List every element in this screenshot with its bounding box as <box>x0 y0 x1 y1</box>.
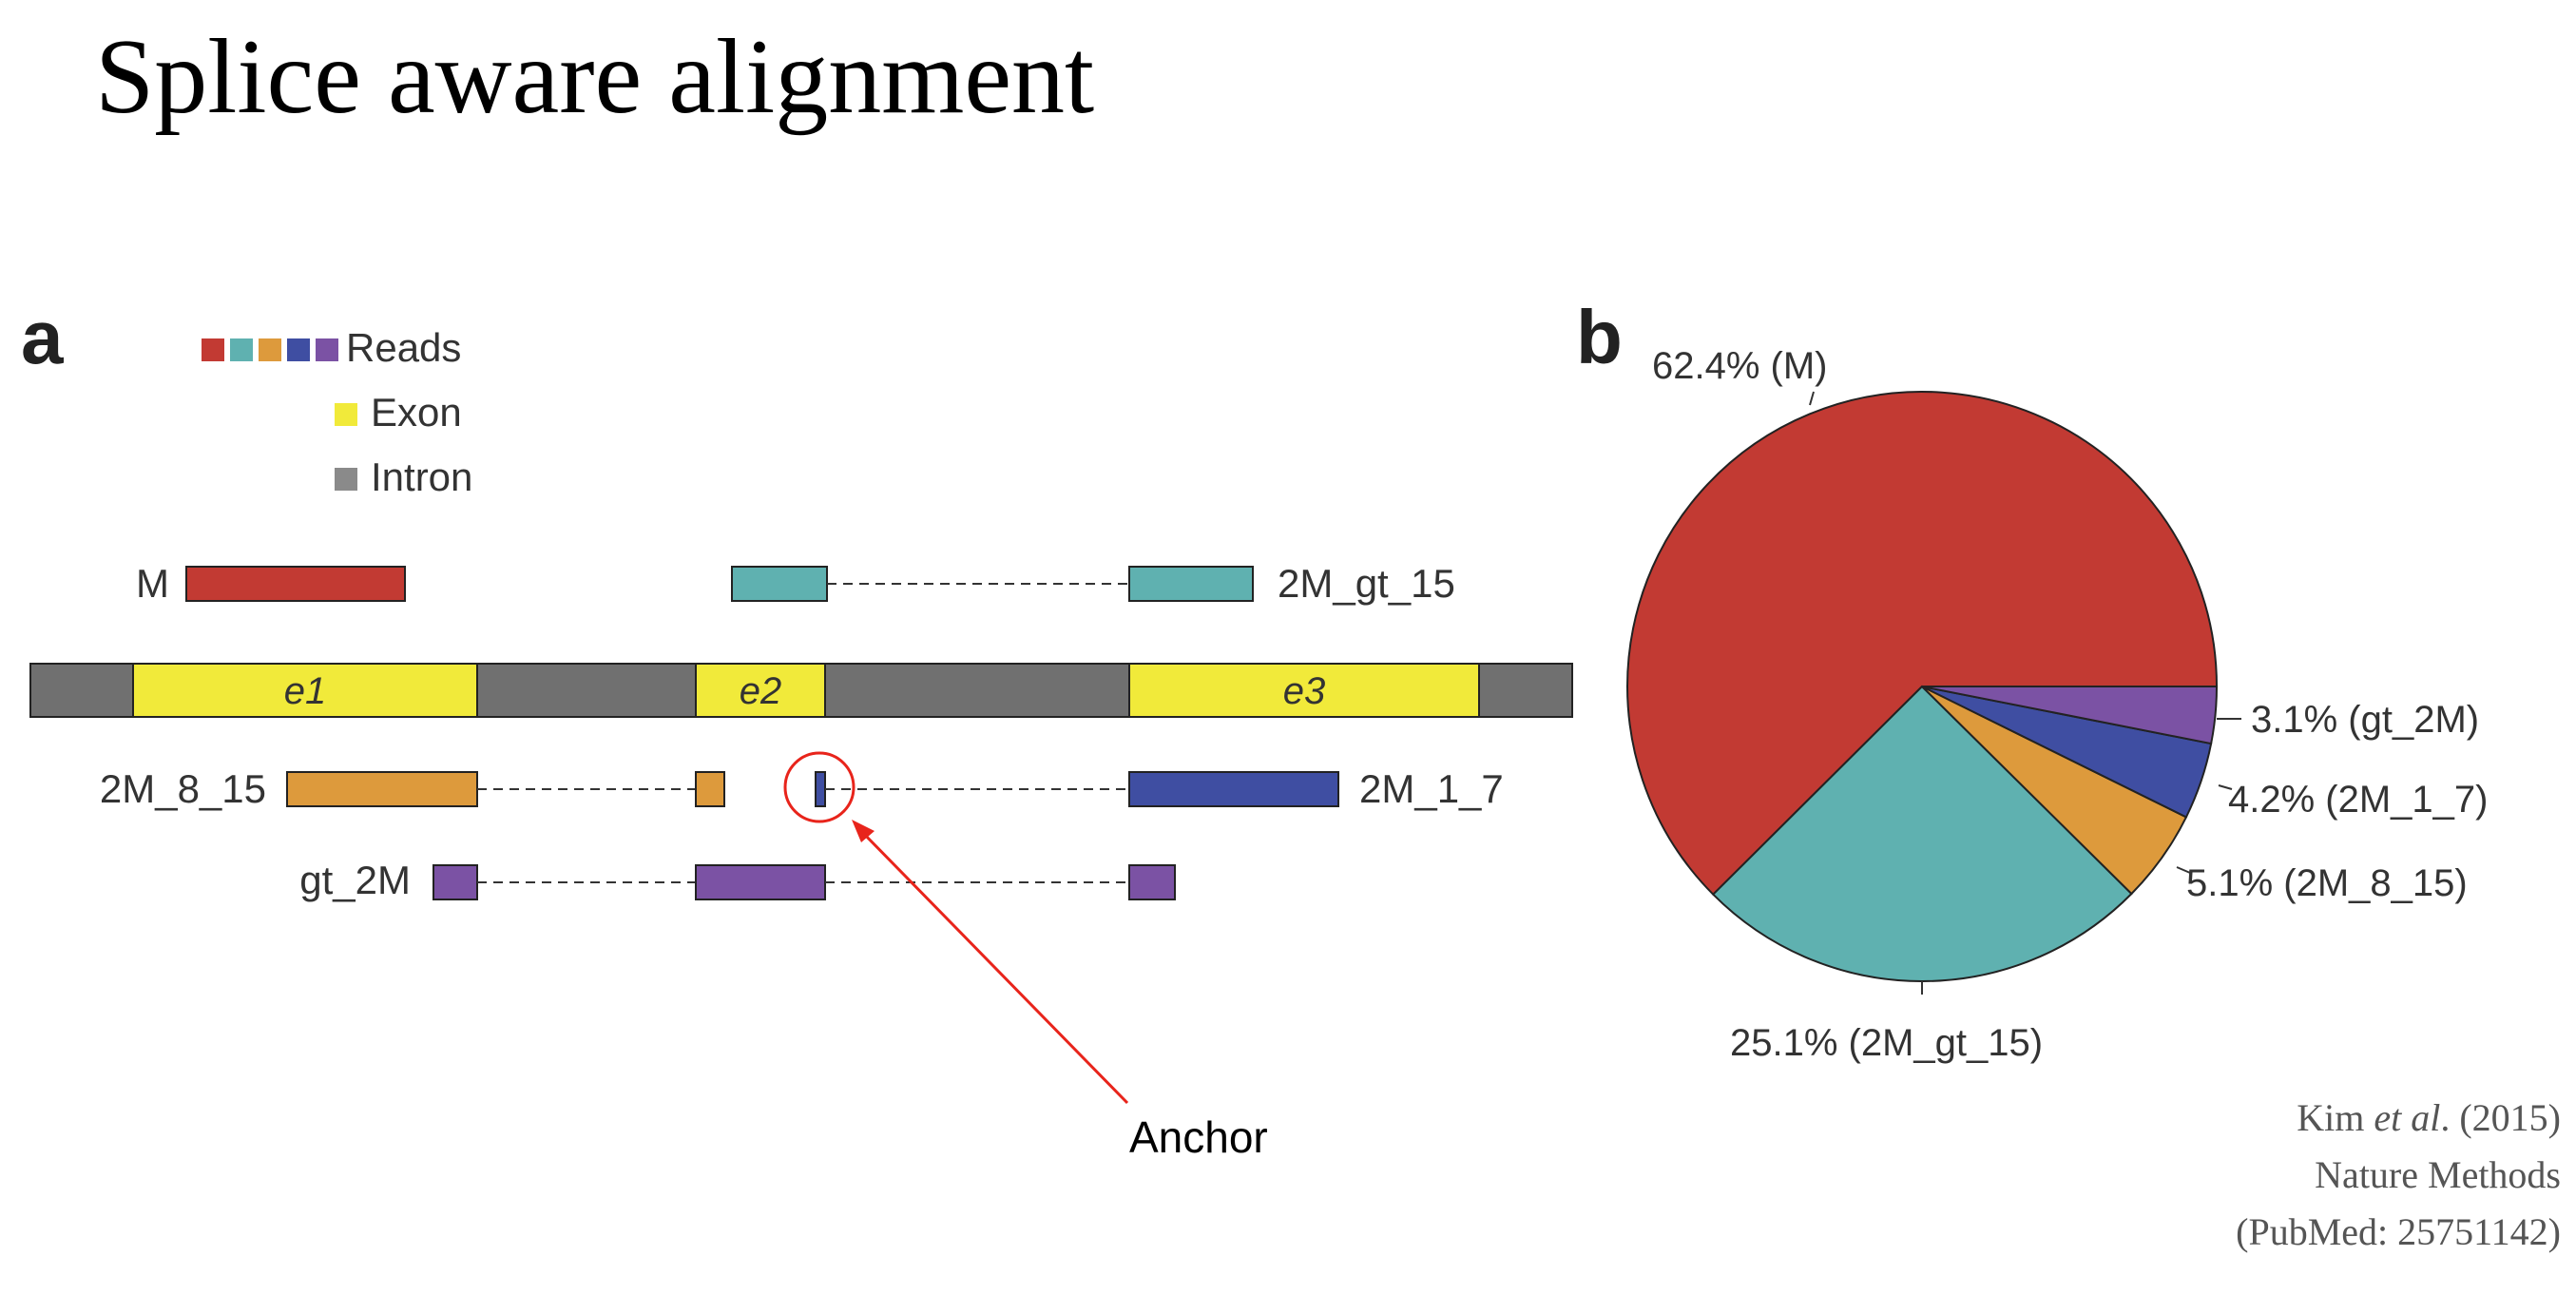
pie-label-gt-2m: 3.1% (gt_2M) <box>2251 699 2479 741</box>
slide-title: Splice aware alignment <box>95 18 1095 136</box>
anchor-circle <box>783 751 855 823</box>
legend: Reads Exon Intron <box>202 325 472 499</box>
pie-slice-gt-2m <box>1921 686 2219 745</box>
exon-e3-label: e3 <box>1283 670 1326 712</box>
legend-swatch-intron <box>335 468 357 491</box>
legend-reads-label: Reads <box>346 325 461 370</box>
anchor-annotation: Anchor <box>783 751 1268 1162</box>
exon-e2-label: e2 <box>740 670 782 712</box>
read-gt15-segment-1 <box>731 566 828 602</box>
read-m-label: M <box>136 561 169 606</box>
read-gt15-label: 2M_gt_15 <box>1278 561 1455 606</box>
read-17-label: 2M_1_7 <box>1359 766 1504 811</box>
read-gt2m-segment-3 <box>1128 864 1176 900</box>
read-m <box>185 566 406 602</box>
read-815-segment-1 <box>286 771 478 807</box>
pie-label-2m-1-7: 4.2% (2M_1_7) <box>2228 779 2488 821</box>
pie-label-tick <box>2218 784 2233 790</box>
anchor-label: Anchor <box>1129 1112 1268 1162</box>
read-17-segment-2 <box>1128 771 1339 807</box>
exon-e2 <box>695 663 826 718</box>
pie-label-tick <box>2176 866 2191 874</box>
anchor-arrow-head <box>852 820 875 842</box>
legend-exon-label: Exon <box>371 390 462 435</box>
pie-label-tick <box>1809 391 1815 406</box>
exon-e1 <box>132 663 478 718</box>
read-815-segment-2 <box>695 771 725 807</box>
genome-track: e1 e2 e3 <box>29 663 1573 718</box>
legend-swatch-gt2m <box>316 338 338 361</box>
citation-line-3: (PubMed: 25751142) <box>2236 1210 2561 1253</box>
legend-intron-label: Intron <box>371 454 472 499</box>
legend-swatch-gt15 <box>230 338 253 361</box>
read-gt2m-segment-2 <box>695 864 826 900</box>
read-gt2m-segment-1 <box>433 864 478 900</box>
exon-e3 <box>1128 663 1480 718</box>
anchor-arrow-line <box>857 827 1129 1105</box>
panel-b-label: b <box>1576 295 1623 379</box>
legend-swatch-m <box>202 338 224 361</box>
read-gt2m-label: gt_2M <box>299 858 411 902</box>
citation-line-2: Nature Methods <box>2315 1153 2561 1196</box>
read-815-label: 2M_8_15 <box>100 766 266 811</box>
read-17-anchor-segment <box>815 771 826 807</box>
legend-swatch-17 <box>287 338 310 361</box>
pie-slice-m <box>1626 391 2219 897</box>
pie-label-2m-8-15: 5.1% (2M_8_15) <box>2186 862 2468 904</box>
pie-label-2m-gt-15: 25.1% (2M_gt_15) <box>1730 1022 2043 1064</box>
pie-chart: 62.4% (M) 25.1% (2M_gt_15) 5.1% (2M_8_15) 4… <box>1626 345 2488 1064</box>
legend-swatch-exon <box>335 403 357 426</box>
read-gt15-segment-2 <box>1128 566 1254 602</box>
legend-swatch-815 <box>259 338 281 361</box>
exon-e1-label: e1 <box>284 670 327 712</box>
panel-a-label: a <box>21 295 64 379</box>
pie-label-m: 62.4% (M) <box>1652 345 1828 387</box>
citation-line-1: Kim et al. (2015) <box>2297 1096 2561 1139</box>
